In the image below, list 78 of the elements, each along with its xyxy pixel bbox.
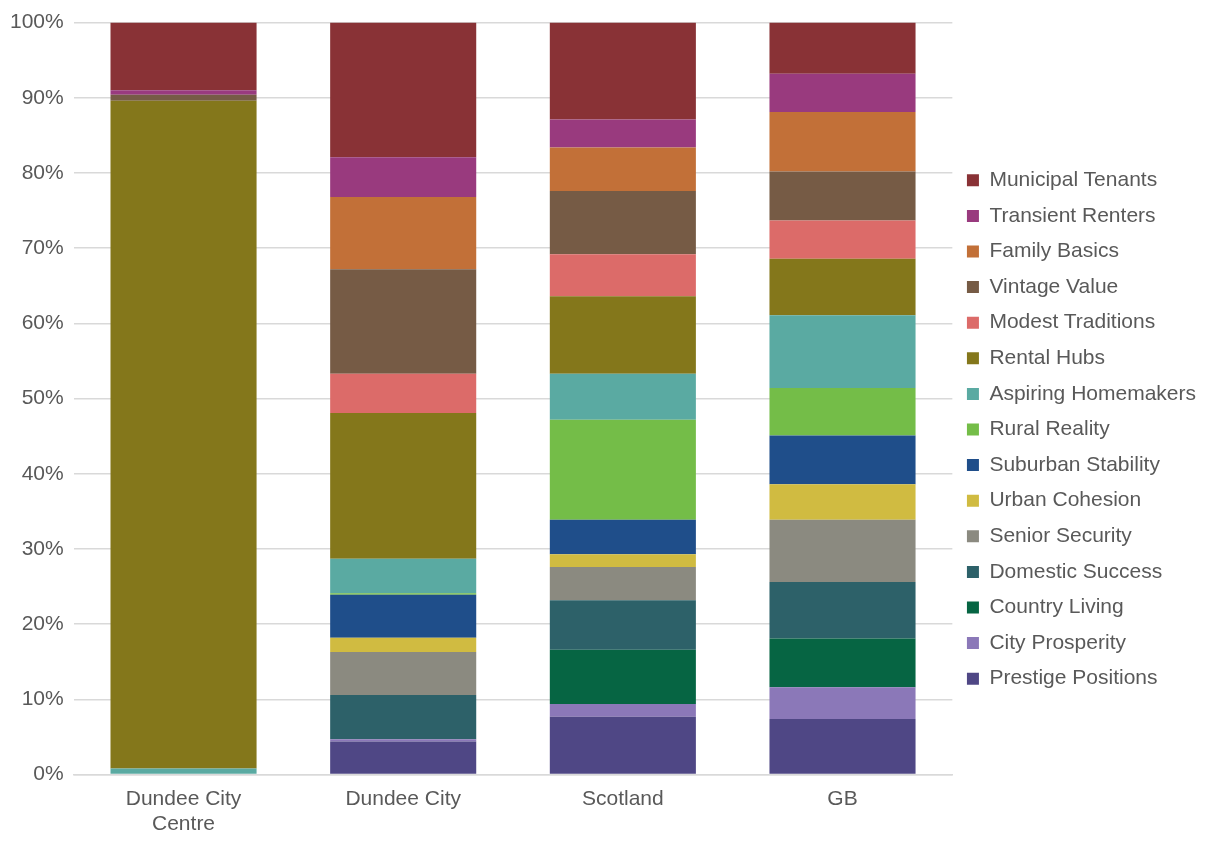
bar	[769, 258, 916, 316]
bar	[769, 73, 916, 113]
bar	[110, 90, 257, 95]
bar	[549, 373, 696, 420]
bar	[769, 220, 916, 259]
bar	[330, 558, 477, 594]
bar	[110, 94, 257, 101]
y-tick-label: 90%	[21, 84, 64, 108]
y-tick-label: 0%	[33, 761, 64, 785]
bar	[330, 22, 477, 158]
bar	[549, 649, 696, 704]
bar	[549, 419, 696, 520]
bar	[549, 191, 696, 255]
bar	[549, 147, 696, 192]
bar	[769, 388, 916, 436]
y-tick-label: 50%	[21, 385, 64, 409]
y-tick-label: 40%	[21, 460, 64, 484]
bar	[769, 315, 916, 389]
bar	[330, 694, 477, 740]
y-tick-label: 60%	[21, 310, 64, 334]
bar	[330, 269, 477, 374]
bar	[769, 484, 916, 520]
bar	[549, 296, 696, 374]
bar	[330, 157, 477, 198]
legend-label: Country Living	[989, 594, 1124, 618]
y-tick-label: 20%	[21, 611, 64, 634]
y-tick-label: 70%	[21, 235, 64, 258]
x-tick-label: Dundee City Centre	[125, 786, 242, 835]
legend-label: Modest Traditions	[989, 309, 1156, 333]
bar	[330, 741, 477, 774]
legend-label: City Prosperity	[989, 629, 1127, 653]
legend-label: Vintage Value	[989, 273, 1119, 297]
bar	[549, 22, 696, 120]
legend-label: Municipal Tenants	[989, 167, 1158, 191]
bar	[330, 739, 477, 742]
legend-label: Rural Reality	[989, 416, 1111, 440]
legend-label: Rental Hubs	[989, 345, 1105, 369]
bar	[330, 594, 477, 638]
y-tick-label: 30%	[21, 535, 64, 559]
bar	[110, 22, 257, 91]
y-tick-label: 80%	[21, 159, 64, 183]
bar	[549, 703, 696, 717]
bar	[330, 373, 477, 413]
y-tick-label: 100%	[9, 9, 64, 33]
x-tick-label: GB	[827, 786, 858, 809]
bar	[330, 197, 477, 270]
bar	[330, 412, 477, 559]
bar	[769, 718, 916, 774]
bar	[549, 254, 696, 297]
legend-label: Family Basics	[989, 238, 1119, 262]
bar	[549, 716, 696, 774]
bar	[549, 600, 696, 650]
legend-label: Urban Cohesion	[989, 487, 1142, 511]
legend-label: Transient Renters	[989, 202, 1156, 226]
bar	[110, 100, 257, 769]
bar	[330, 637, 477, 653]
bar	[110, 768, 257, 774]
x-tick-label: Dundee City	[345, 786, 462, 809]
legend-label: Senior Security	[989, 523, 1133, 547]
bar	[769, 687, 916, 719]
bar	[769, 171, 916, 221]
legend-label: Suburban Stability	[989, 451, 1161, 475]
bar	[769, 582, 916, 639]
bar	[549, 119, 696, 148]
legend-label: Prestige Positions	[989, 665, 1158, 689]
bar	[769, 638, 916, 688]
bar	[769, 112, 916, 172]
x-tick-label: Scotland	[581, 786, 664, 809]
legend-label: Domestic Success	[989, 558, 1163, 582]
bar	[769, 435, 916, 485]
bar	[549, 519, 696, 555]
bar	[769, 519, 916, 583]
bar	[549, 554, 696, 568]
bar	[330, 652, 477, 695]
bar	[549, 567, 696, 601]
legend-label: Aspiring Homemakers	[989, 380, 1197, 404]
y-tick-label: 10%	[21, 686, 64, 710]
bar	[769, 22, 916, 74]
